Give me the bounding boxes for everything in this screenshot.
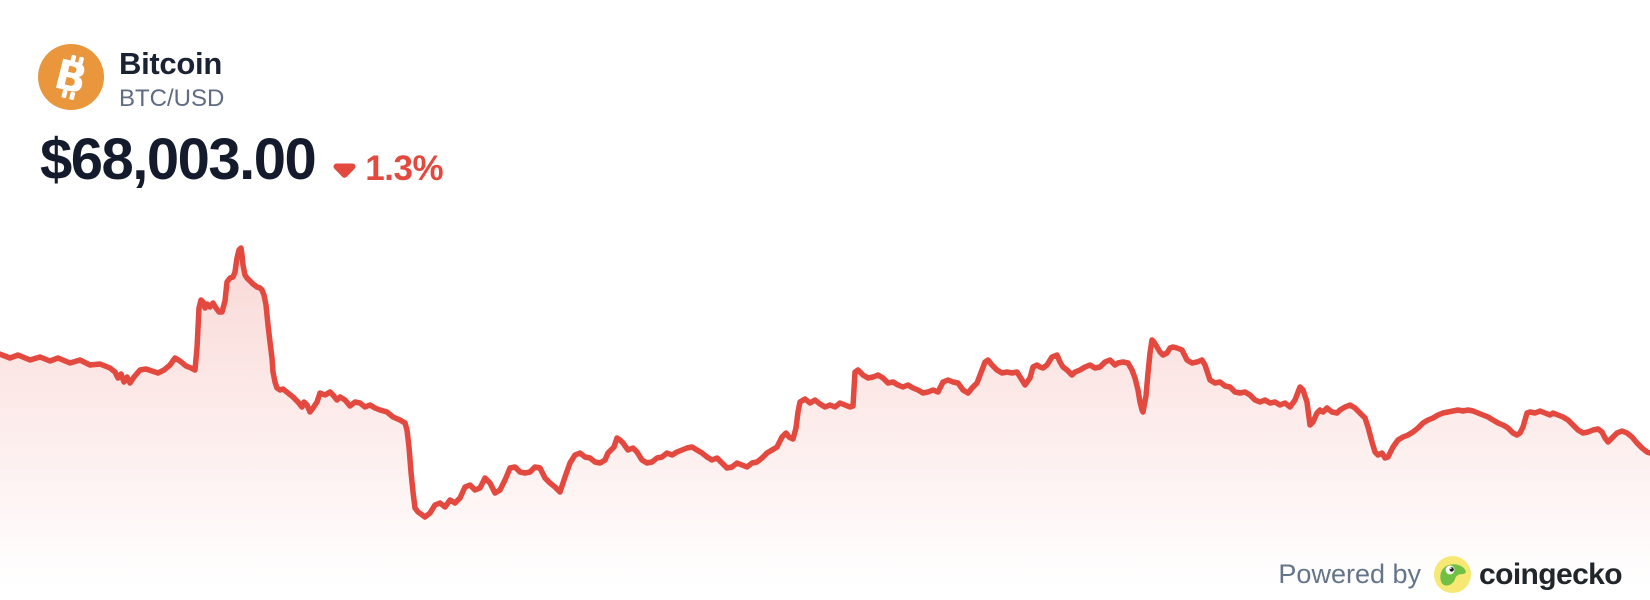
bitcoin-icon: B bbox=[38, 44, 104, 110]
chart-line bbox=[0, 245, 1650, 520]
coingecko-wordmark[interactable]: coingecko bbox=[1479, 557, 1623, 591]
price-row: $68,003.00 1.3% bbox=[40, 127, 444, 193]
coin-header: B Bitcoin BTC/USD bbox=[38, 44, 224, 114]
price-change: 1.3% bbox=[332, 149, 444, 189]
powered-by-label: Powered by bbox=[1278, 559, 1422, 589]
coin-pair: BTC/USD bbox=[119, 85, 225, 112]
coin-name: Bitcoin bbox=[119, 46, 222, 81]
triangle-down-icon bbox=[333, 163, 356, 178]
current-price: $68,003.00 bbox=[40, 127, 317, 192]
attribution: Powered by coingecko bbox=[1278, 556, 1623, 593]
coingecko-icon[interactable] bbox=[1434, 556, 1472, 593]
change-percent: 1.3% bbox=[365, 149, 444, 188]
chart-area-fill bbox=[0, 248, 1650, 600]
